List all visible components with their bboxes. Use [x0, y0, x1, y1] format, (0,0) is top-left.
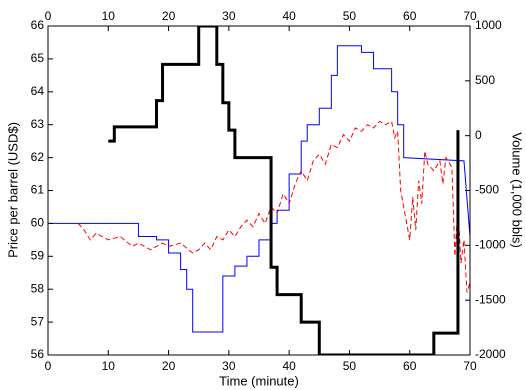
x-tick-label-top: 30 [222, 9, 236, 23]
plot-area [48, 26, 470, 355]
x-tick-label: 30 [222, 359, 236, 373]
y-axis-label: Price per barrel (USD$) [5, 122, 20, 258]
y-tick-label: 56 [31, 347, 45, 361]
y2-tick-label: 500 [475, 73, 495, 87]
x-axis-label: Time (minute) [219, 373, 299, 388]
y2-tick-label: -2000 [475, 347, 506, 361]
y-tick-label: 61 [31, 183, 45, 197]
x-tick-label: 70 [463, 359, 477, 373]
x-tick-label-top: 40 [282, 9, 296, 23]
y2-tick-label: -1000 [475, 238, 506, 252]
y-tick-label: 65 [31, 51, 45, 65]
y2-tick-label: -500 [475, 183, 499, 197]
x-tick-label: 0 [45, 359, 52, 373]
y-tick-label: 57 [31, 314, 45, 328]
x-tick-label-top: 10 [102, 9, 116, 23]
y2-tick-label: 1000 [475, 18, 502, 32]
series-line [77, 120, 470, 293]
y2-tick-label: -1500 [475, 292, 506, 306]
series-line [108, 26, 460, 355]
x-tick-label-top: 0 [45, 9, 52, 23]
y-tick-label: 59 [31, 248, 45, 262]
y-tick-label: 63 [31, 117, 45, 131]
y-tick-label: 58 [31, 281, 45, 295]
x-tick-label-top: 60 [403, 9, 417, 23]
y-tick-label: 66 [31, 18, 45, 32]
x-tick-label-top: 50 [343, 9, 357, 23]
axes-box [47, 25, 471, 356]
x-tick-label: 20 [162, 359, 176, 373]
y-tick-label: 60 [31, 216, 45, 230]
x-tick-label: 10 [102, 359, 116, 373]
y-tick-label: 62 [31, 150, 45, 164]
x-tick-label-top: 70 [463, 9, 477, 23]
x-tick-label: 60 [403, 359, 417, 373]
x-tick-label: 50 [343, 359, 357, 373]
x-tick-label: 40 [282, 359, 296, 373]
series-line [48, 45, 470, 333]
y2-tick-label: 0 [475, 128, 482, 142]
x-tick-label-top: 20 [162, 9, 176, 23]
y-tick-label: 64 [31, 84, 45, 98]
y2-axis-label: Volume (1,000 bbls) [510, 132, 525, 248]
